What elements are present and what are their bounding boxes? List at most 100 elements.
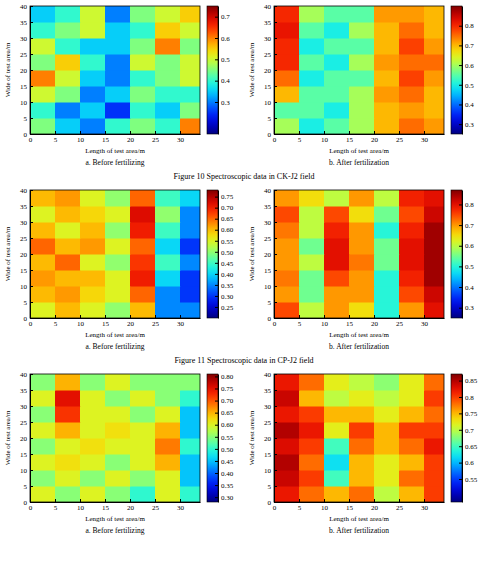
tick: 5 [24, 115, 34, 123]
tick-label: 10 [321, 504, 329, 512]
tick: 30 [177, 131, 185, 144]
cell [374, 286, 400, 303]
cell [324, 406, 350, 423]
tick-label: 0.5 [465, 263, 474, 271]
tick-label: 0.8 [465, 394, 474, 402]
cell [274, 422, 300, 439]
panel: 0510152025300510152025303540Length of te… [4, 371, 234, 535]
cell [274, 22, 300, 39]
tick-label: 0 [29, 320, 33, 328]
cell [80, 454, 106, 471]
axis-line [275, 134, 445, 135]
tick-mark [215, 296, 218, 297]
tick: 0.8 [459, 394, 474, 402]
tick-label: 0.35 [221, 482, 234, 490]
tick-mark [30, 302, 33, 303]
cell [105, 118, 131, 134]
tick-label: 0.25 [221, 304, 234, 312]
tick-mark [215, 461, 218, 462]
cell [374, 406, 400, 423]
y-axis-title: Wide of test area/m [4, 42, 12, 97]
cell [274, 454, 300, 471]
cell [80, 422, 106, 439]
cell [349, 118, 375, 134]
tick-mark [274, 222, 277, 223]
tick: 20 [127, 131, 135, 144]
tick: 0.8 [459, 22, 474, 30]
tick-label: 35 [20, 203, 28, 211]
tick: 20 [371, 499, 379, 512]
tick: 10 [77, 499, 85, 512]
cell [30, 238, 56, 255]
cell [399, 38, 425, 55]
tick-label: 0.7 [465, 42, 474, 50]
cells [30, 6, 200, 134]
tick-mark [80, 315, 81, 318]
tick-label: 35 [264, 387, 272, 395]
tick-mark [180, 131, 181, 134]
tick-label: 15 [20, 83, 28, 91]
tick: 30 [20, 35, 33, 43]
tick: 35 [264, 19, 277, 27]
tick: 15 [264, 83, 277, 91]
cell [130, 422, 156, 439]
cell [55, 22, 81, 39]
cell [399, 470, 425, 487]
cell [374, 390, 400, 407]
tick: 0.4 [215, 77, 230, 85]
tick-label: 15 [264, 267, 272, 275]
tick: 0.50 [215, 446, 234, 454]
tick-label: 40 [264, 371, 272, 379]
tick-mark [155, 499, 156, 502]
tick: 20 [127, 499, 135, 512]
tick-mark [424, 499, 425, 502]
tick-label: 0.7 [465, 222, 474, 230]
cell [130, 470, 156, 487]
tick-mark [215, 437, 218, 438]
cell [374, 6, 400, 23]
tick-label: 0.75 [221, 385, 234, 393]
cell [399, 86, 425, 103]
tick: 0.6 [459, 459, 474, 467]
cell [299, 286, 325, 303]
tick: 0 [24, 499, 34, 507]
tick-mark [399, 499, 400, 502]
tick-mark [349, 499, 350, 502]
x-axis-title: Length of test area/m [85, 147, 145, 155]
tick: 15 [20, 267, 33, 275]
tick-label: 0.3 [221, 99, 230, 107]
tick-mark [215, 263, 218, 264]
panel-title: a. Before fertilizing [86, 158, 145, 167]
cell [374, 54, 400, 71]
panel: 0510152025300510152025303540Length of te… [4, 3, 230, 167]
tick: 0.30 [215, 293, 234, 301]
tick-label: 0.55 [221, 237, 234, 245]
tick: 5 [54, 131, 58, 144]
tick-mark [130, 131, 131, 134]
tick-mark [459, 45, 462, 46]
cell [180, 302, 200, 318]
tick: 5 [268, 115, 278, 123]
cell [80, 102, 106, 119]
tick-label: 15 [264, 451, 272, 459]
cell [299, 254, 325, 271]
cell [299, 486, 325, 502]
plot-frame [274, 6, 444, 134]
tick-mark [459, 308, 462, 309]
tick-label: 30 [177, 504, 185, 512]
tick-label: 10 [77, 136, 85, 144]
cell [424, 454, 444, 471]
color-bar [451, 6, 462, 134]
cell [299, 118, 325, 134]
cell [55, 286, 81, 303]
tick-mark [274, 502, 277, 503]
cell [30, 38, 56, 55]
tick-mark [274, 22, 277, 23]
tick: 20 [264, 67, 277, 75]
cell [424, 486, 444, 502]
cell [155, 438, 181, 455]
color-bar [207, 190, 218, 318]
cell [105, 222, 131, 239]
tick-label: 20 [20, 435, 28, 443]
cell [55, 102, 81, 119]
